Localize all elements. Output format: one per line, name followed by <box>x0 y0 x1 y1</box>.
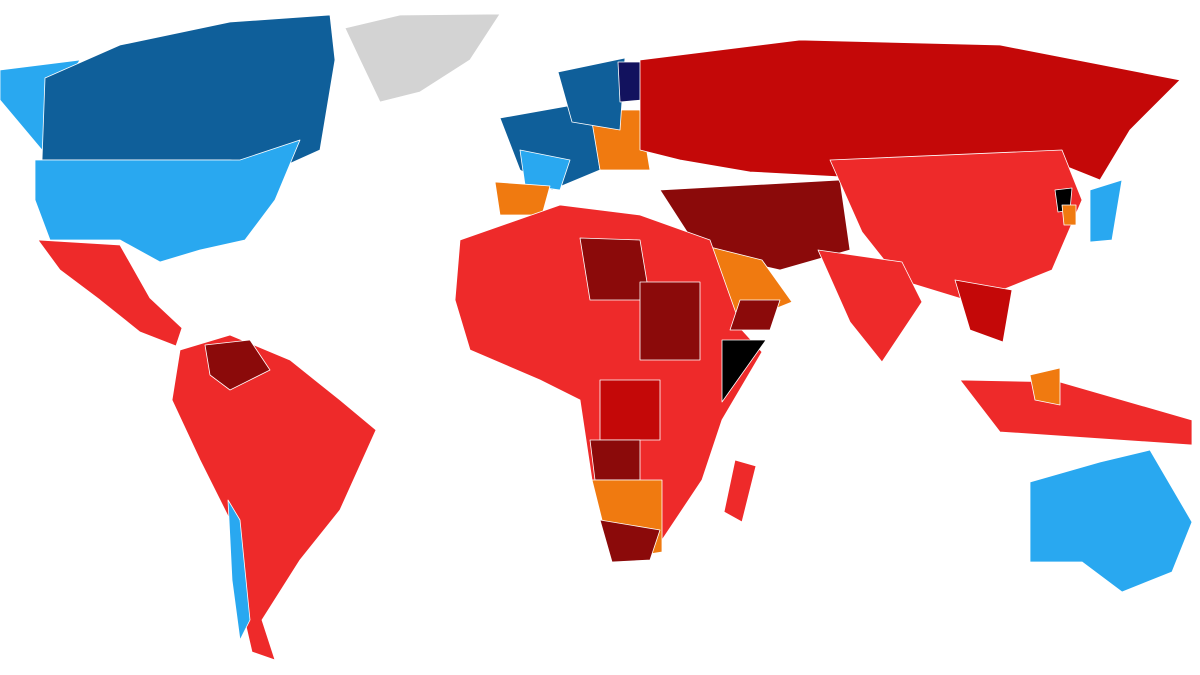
country-region <box>1029 367 1061 406</box>
country-region <box>589 439 641 481</box>
country-region <box>204 339 271 391</box>
country-region <box>639 281 701 361</box>
country-region <box>1061 204 1077 226</box>
country-region <box>344 13 501 103</box>
country-region <box>34 139 301 263</box>
country-region <box>723 459 757 523</box>
country-region <box>579 237 651 301</box>
country-region <box>817 249 923 363</box>
country-region <box>1089 179 1123 243</box>
country-region <box>599 519 661 563</box>
country-region <box>599 379 661 441</box>
country-region <box>519 149 571 191</box>
country-region <box>954 279 1013 343</box>
country-region <box>37 239 183 347</box>
country-region <box>1029 449 1193 593</box>
country-region <box>494 181 551 216</box>
country-region <box>557 57 626 131</box>
country-region <box>729 299 781 331</box>
country-region <box>639 39 1181 181</box>
country-region <box>227 499 251 641</box>
country-region <box>721 339 767 403</box>
country-region <box>171 334 377 661</box>
